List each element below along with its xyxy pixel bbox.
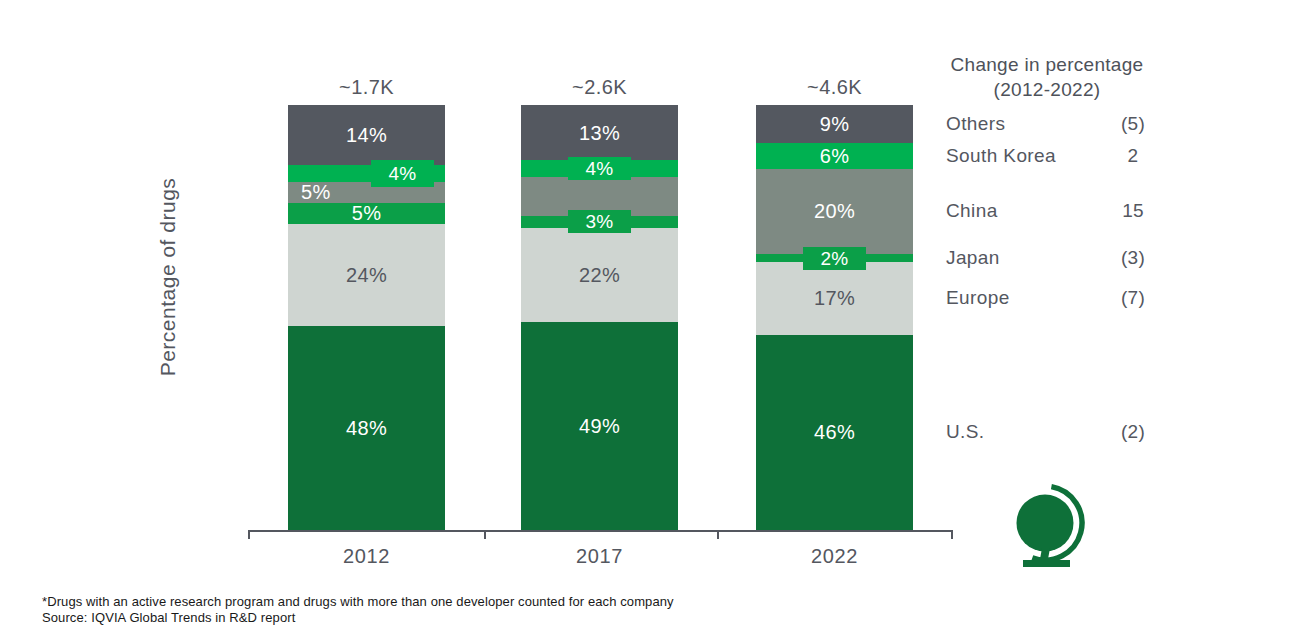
segment-label-tab: 3% [568,210,631,233]
y-axis-label: Percentage of drugs [156,178,180,377]
segment-label: 46% [756,419,913,445]
x-axis-tick [248,530,250,539]
segment-label: 22% [521,262,678,288]
segment-label: 5% [288,200,445,226]
x-axis-tick [484,530,486,539]
source-text: Source: IQVIA Global Trends in R&D repor… [42,610,295,625]
segment-label: 17% [756,285,913,311]
globe-icon [1003,478,1093,570]
legend-region-label: U.S. [946,419,1096,445]
segment-label: 48% [288,415,445,441]
legend-region-label: Others [946,111,1096,137]
segment-label: 6% [756,143,913,169]
legend-title-line1: Change in percentage [936,52,1158,77]
x-axis-tick [717,530,719,539]
legend-change-value: (7) [1104,285,1162,311]
legend-change-value: 2 [1104,143,1162,169]
segment-label-tab: 4% [568,157,631,180]
segment-label: 20% [756,198,913,224]
legend-region-label: China [946,198,1096,224]
bar-total-label: ~1.7K [268,76,465,99]
segment-label: 14% [288,122,445,148]
legend-region-label: Japan [946,245,1096,271]
legend-change-value: (2) [1104,419,1162,445]
footnote-text: *Drugs with an active research program a… [42,594,674,609]
chart-canvas: Percentage of drugs ~1.7K201214%4%5%5%24… [0,0,1300,639]
legend-region-label: South Korea [946,143,1096,169]
legend-region-label: Europe [946,285,1096,311]
x-axis-tick-label: 2017 [501,545,698,568]
legend-title-line2: (2012-2022) [936,77,1158,102]
segment-label: 13% [521,120,678,146]
segment-label: 49% [521,413,678,439]
x-axis-line [248,530,953,532]
legend-change-value: (5) [1104,111,1162,137]
bar-total-label: ~2.6K [501,76,698,99]
x-axis-tick-label: 2012 [268,545,465,568]
segment-label: 9% [756,111,913,137]
segment-label: 24% [288,262,445,288]
x-axis-tick [951,530,953,539]
x-axis-tick-label: 2022 [736,545,933,568]
legend-title: Change in percentage (2012-2022) [936,52,1158,102]
bar-total-label: ~4.6K [736,76,933,99]
segment-label-tab: 2% [803,247,866,270]
segment-label-tab: 4% [371,160,434,187]
legend-change-value: 15 [1104,198,1162,224]
legend-change-value: (3) [1104,245,1162,271]
